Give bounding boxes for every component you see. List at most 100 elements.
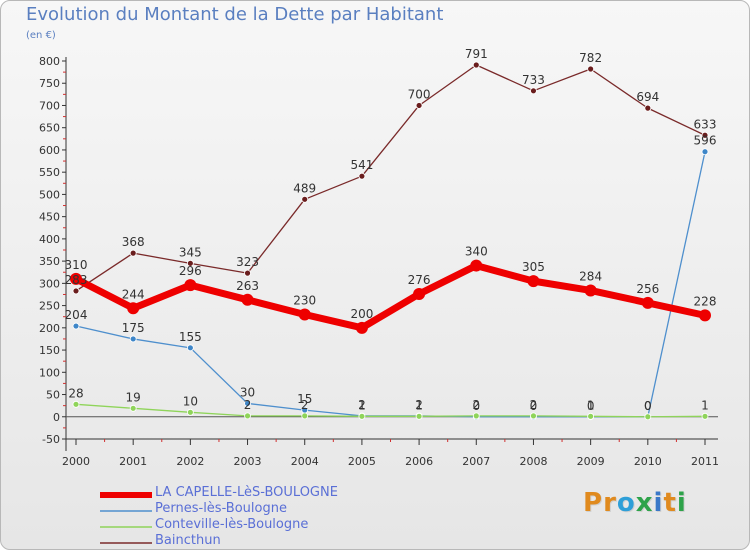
data-label: 345 xyxy=(179,245,202,259)
data-label: 28 xyxy=(68,386,83,400)
data-label: 0 xyxy=(587,399,595,413)
data-label: 633 xyxy=(694,117,717,131)
data-point xyxy=(701,148,709,156)
x-tick-label: 2010 xyxy=(634,455,662,468)
chart-title: Evolution du Montant de la Dette par Hab… xyxy=(26,4,444,25)
data-point xyxy=(701,412,709,420)
y-tick-label: 300 xyxy=(39,277,60,290)
data-label: 284 xyxy=(579,269,602,283)
data-point xyxy=(415,412,423,420)
chart-axes: -500501001502002503003504004505005506006… xyxy=(39,55,719,468)
data-label: 0 xyxy=(644,399,652,413)
data-label: 1 xyxy=(358,398,366,412)
data-label: 1 xyxy=(701,398,709,412)
data-point xyxy=(129,249,137,257)
data-label: 700 xyxy=(408,87,431,101)
data-point xyxy=(470,259,483,272)
data-point xyxy=(355,321,368,334)
chart-data-labels: 283 368 345 323 489 541 700 791 733 782 694 633 204 1… xyxy=(65,47,717,413)
data-label: 596 xyxy=(694,134,717,148)
data-point xyxy=(472,61,480,69)
data-label: 19 xyxy=(126,390,141,404)
data-label: 296 xyxy=(179,264,202,278)
data-label: 2 xyxy=(244,398,252,412)
data-label: 256 xyxy=(636,282,659,296)
data-label: 368 xyxy=(122,235,145,249)
data-point xyxy=(358,412,366,420)
data-point xyxy=(70,272,82,285)
x-tick-label: 2007 xyxy=(462,455,490,468)
x-tick-label: 2003 xyxy=(234,455,262,468)
data-label: 2 xyxy=(358,398,366,412)
data-label: 782 xyxy=(579,51,602,65)
data-point xyxy=(644,413,652,421)
y-tick-label: 200 xyxy=(39,322,60,335)
chart-series xyxy=(70,61,711,421)
data-label: 15 xyxy=(297,392,312,406)
data-point xyxy=(415,102,423,109)
legend-swatch-2 xyxy=(100,526,152,528)
logo-letter: i xyxy=(653,488,664,518)
y-tick-label: 500 xyxy=(39,188,60,201)
data-point xyxy=(472,412,480,420)
data-label: 0 xyxy=(472,399,480,413)
logo-letter: r xyxy=(603,488,617,518)
data-label: 244 xyxy=(122,287,145,301)
data-label: 489 xyxy=(293,181,316,195)
y-tick-label: 350 xyxy=(39,255,60,268)
data-label: 283 xyxy=(65,273,88,287)
x-tick-label: 2004 xyxy=(291,455,319,468)
legend-swatch-0 xyxy=(100,492,152,498)
data-point xyxy=(186,259,194,267)
data-point xyxy=(413,288,426,301)
data-label: 2 xyxy=(415,398,423,412)
y-tick-label: 250 xyxy=(39,300,60,313)
data-point xyxy=(641,296,654,309)
y-tick-label: 450 xyxy=(39,211,60,224)
legend-label: LA CAPELLE-LèS-BOULOGNE xyxy=(155,485,338,500)
data-point xyxy=(530,412,537,420)
y-tick-label: 650 xyxy=(39,122,60,135)
data-point xyxy=(186,408,194,416)
x-tick-label: 2002 xyxy=(176,455,204,468)
data-label: 228 xyxy=(694,294,717,308)
data-point xyxy=(72,287,80,295)
data-label: 305 xyxy=(522,260,545,274)
series-line-3 xyxy=(75,64,706,292)
data-label: 2 xyxy=(301,398,309,412)
data-point xyxy=(244,412,251,420)
logo-letter: t xyxy=(663,488,677,518)
legend-label: Pernes-lès-Boulogne xyxy=(155,501,287,516)
y-tick-label: 800 xyxy=(39,55,60,68)
x-tick-label: 2008 xyxy=(519,455,547,468)
x-tick-label: 2011 xyxy=(691,455,719,468)
data-label: 2 xyxy=(472,398,480,412)
data-point xyxy=(72,400,80,408)
data-point xyxy=(184,279,197,292)
data-label: 323 xyxy=(236,255,259,269)
legend-swatch-3 xyxy=(100,542,152,544)
legend-swatch-1 xyxy=(100,510,152,512)
y-tick-label: 150 xyxy=(39,344,60,357)
data-label: 1 xyxy=(415,398,423,412)
data-label: 263 xyxy=(236,279,259,293)
y-tick-label: 700 xyxy=(39,99,60,112)
data-label: 0 xyxy=(530,399,538,413)
data-point xyxy=(699,309,711,322)
proxiti-logo[interactable]: Proxiti xyxy=(583,488,687,518)
x-tick-label: 2006 xyxy=(405,455,433,468)
y-tick-label: 750 xyxy=(39,77,60,90)
data-label: 791 xyxy=(465,47,488,61)
data-point xyxy=(587,65,595,73)
chart-unit-label: (en €) xyxy=(26,30,56,41)
x-tick-label: 2001 xyxy=(119,455,147,468)
data-label: 694 xyxy=(636,90,659,104)
x-tick-label: 2005 xyxy=(348,455,376,468)
y-tick-label: 0 xyxy=(53,411,60,424)
data-label: 30 xyxy=(240,385,255,399)
series-line-1 xyxy=(75,151,706,418)
data-point xyxy=(701,131,709,139)
y-tick-label: 100 xyxy=(39,366,60,379)
